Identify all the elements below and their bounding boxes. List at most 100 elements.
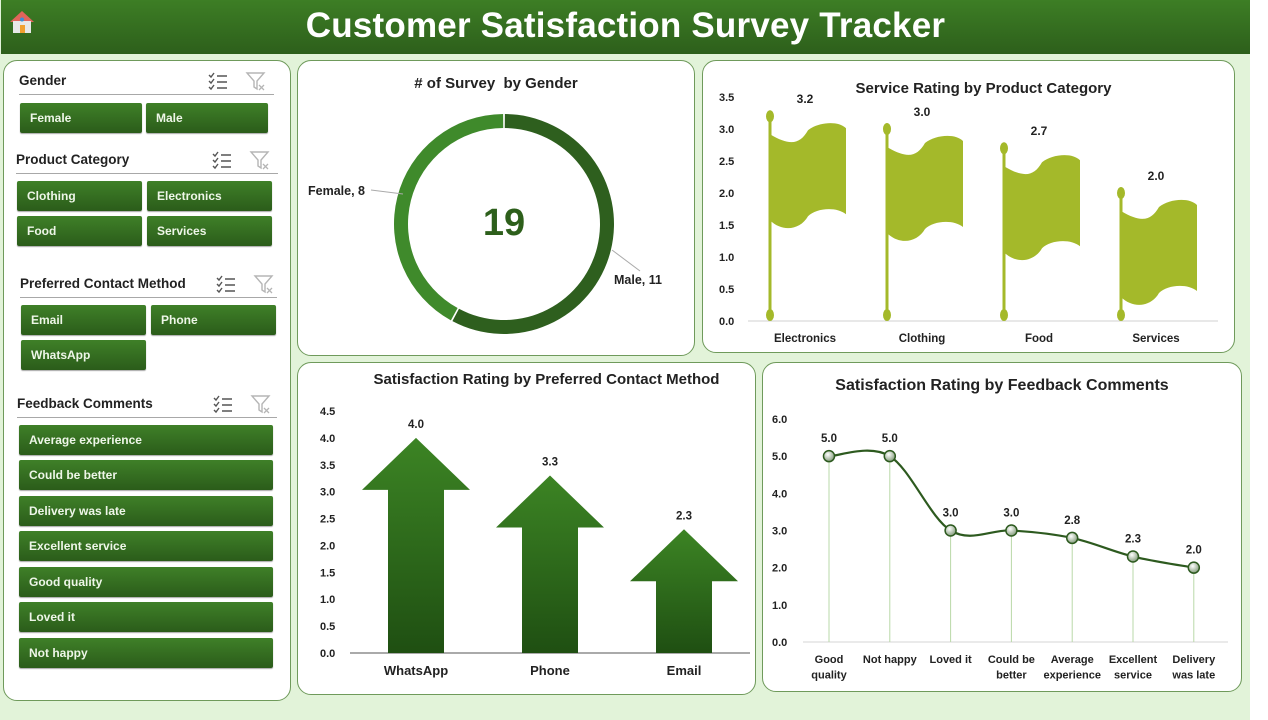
x-tick-label: experience xyxy=(1043,670,1100,682)
data-label: 5.0 xyxy=(882,433,898,445)
data-label: 5.0 xyxy=(821,433,837,445)
x-tick-label: Not happy xyxy=(863,654,918,666)
flag-bar-clothing xyxy=(883,123,963,321)
flag-bar-services xyxy=(1117,187,1197,321)
x-tick-label: Clothing xyxy=(899,333,946,345)
y-tick-label: 0.0 xyxy=(772,637,787,649)
line-chart: 0.0 1.0 2.0 3.0 4.0 5.0 6.0 5.0 Good quality 5.0 No… xyxy=(772,414,1228,682)
slicer-item-email[interactable]: Email xyxy=(21,305,146,335)
y-tick-label: 1.0 xyxy=(772,600,787,612)
header-bar: Customer Satisfaction Survey Tracker xyxy=(1,0,1250,54)
slicer-gender-header: Gender xyxy=(19,69,274,95)
data-label: 2.3 xyxy=(676,510,692,522)
slicer-panel: Gender Female Male Product Category Clot… xyxy=(3,60,291,701)
slicer-item-not-happy[interactable]: Not happy xyxy=(19,638,273,668)
data-label: 2.0 xyxy=(1148,169,1165,183)
x-tick-label: Food xyxy=(1025,333,1053,345)
y-tick-label: 1.0 xyxy=(719,252,734,264)
data-label: 3.3 xyxy=(542,457,558,469)
x-tick-label: Average xyxy=(1051,654,1094,666)
x-tick-label: Excellent xyxy=(1109,654,1158,666)
x-tick-label: Loved it xyxy=(930,654,973,666)
y-tick-label: 0.0 xyxy=(719,316,734,328)
data-point xyxy=(883,449,897,463)
clear-filter-icon[interactable] xyxy=(253,273,275,295)
y-tick-label: 1.0 xyxy=(320,594,335,606)
slicer-item-good-quality[interactable]: Good quality xyxy=(19,567,273,597)
slicer-product-header: Product Category xyxy=(16,148,278,174)
slicer-item-services[interactable]: Services xyxy=(147,216,272,246)
slicer-contact-label: Preferred Contact Method xyxy=(20,276,186,291)
chart-title: Satisfaction Rating by Feedback Comments xyxy=(835,377,1169,394)
multi-select-icon[interactable] xyxy=(207,70,229,92)
arrow-bar-chart: 0.0 0.5 1.0 1.5 2.0 2.5 3.0 3.5 4.0 4.5 4.0 WhatsAp… xyxy=(320,406,750,678)
home-icon[interactable] xyxy=(8,8,36,36)
slicer-item-electronics[interactable]: Electronics xyxy=(147,181,272,211)
y-tick-label: 3.0 xyxy=(772,526,787,538)
y-tick-label: 5.0 xyxy=(772,451,787,463)
y-tick-label: 3.0 xyxy=(719,124,734,136)
data-label: 3.0 xyxy=(914,105,931,119)
data-label: 2.0 xyxy=(1186,545,1202,557)
y-tick-label: 2.0 xyxy=(719,188,734,200)
chart-title: Satisfaction Rating by Preferred Contact… xyxy=(373,371,720,388)
y-tick-label: 2.5 xyxy=(719,156,734,168)
y-tick-label: 0.0 xyxy=(320,648,335,660)
slicer-item-loved-it[interactable]: Loved it xyxy=(19,602,273,632)
data-label: 3.0 xyxy=(1003,508,1019,520)
slicer-item-phone[interactable]: Phone xyxy=(151,305,276,335)
clear-filter-icon[interactable] xyxy=(245,70,267,92)
donut-center-total: 19 xyxy=(483,202,525,244)
data-point xyxy=(1065,531,1079,545)
data-label: 4.0 xyxy=(408,419,424,431)
slicer-item-whatsapp[interactable]: WhatsApp xyxy=(21,340,146,370)
y-tick-label: 4.5 xyxy=(320,406,335,418)
x-tick-label: Delivery xyxy=(1172,654,1216,666)
y-tick-label: 4.0 xyxy=(772,488,787,500)
multi-select-icon[interactable] xyxy=(215,273,237,295)
y-tick-label: 6.0 xyxy=(772,414,787,426)
slicer-item-average-experience[interactable]: Average experience xyxy=(19,425,273,455)
x-tick-label: Phone xyxy=(530,663,570,678)
y-tick-label: 2.0 xyxy=(320,540,335,552)
slicer-item-food[interactable]: Food xyxy=(17,216,142,246)
x-tick-label: WhatsApp xyxy=(384,663,448,678)
slicer-item-delivery-was-late[interactable]: Delivery was late xyxy=(19,496,273,526)
y-tick-label: 2.0 xyxy=(772,563,787,575)
leader-line-male xyxy=(611,249,641,272)
data-point xyxy=(1126,550,1140,563)
data-label-female: Female, 8 xyxy=(308,184,365,198)
slicer-item-clothing[interactable]: Clothing xyxy=(17,181,142,211)
donut-chart: 19 Female, 8 Male, 11 xyxy=(308,114,662,334)
slicer-contact-header: Preferred Contact Method xyxy=(20,272,277,298)
y-tick-label: 3.5 xyxy=(719,92,734,104)
x-tick-label: Email xyxy=(667,663,702,678)
chart-title: # of Survey by Gender xyxy=(414,75,578,92)
donut-slice-male xyxy=(452,114,615,334)
slicer-feedback-header: Feedback Comments xyxy=(17,392,277,418)
slicer-item-female[interactable]: Female xyxy=(20,103,142,133)
arrow-bar-email xyxy=(630,529,738,653)
x-tick-label: Services xyxy=(1132,333,1179,345)
slicer-item-excellent-service[interactable]: Excellent service xyxy=(19,531,273,561)
flag-bar-electronics xyxy=(766,110,846,321)
x-tick-label: Could be xyxy=(988,654,1035,666)
clear-filter-icon[interactable] xyxy=(249,149,271,171)
data-point xyxy=(1187,561,1201,574)
data-point xyxy=(822,449,836,463)
x-tick-label: better xyxy=(996,670,1027,682)
arrow-bar-whatsapp xyxy=(362,437,470,653)
data-label: 3.2 xyxy=(797,92,814,106)
multi-select-icon[interactable] xyxy=(211,149,233,171)
y-tick-label: 3.0 xyxy=(320,487,335,499)
slicer-item-could-be-better[interactable]: Could be better xyxy=(19,460,273,490)
slicer-item-male[interactable]: Male xyxy=(146,103,268,133)
multi-select-icon[interactable] xyxy=(212,393,234,415)
y-tick-label: 0.5 xyxy=(719,284,734,296)
x-tick-label: was late xyxy=(1171,670,1215,682)
chart-title: Service Rating by Product Category xyxy=(855,80,1112,97)
y-tick-label: 2.5 xyxy=(320,514,335,526)
clear-filter-icon[interactable] xyxy=(250,393,272,415)
donut-slice-female xyxy=(394,114,504,321)
